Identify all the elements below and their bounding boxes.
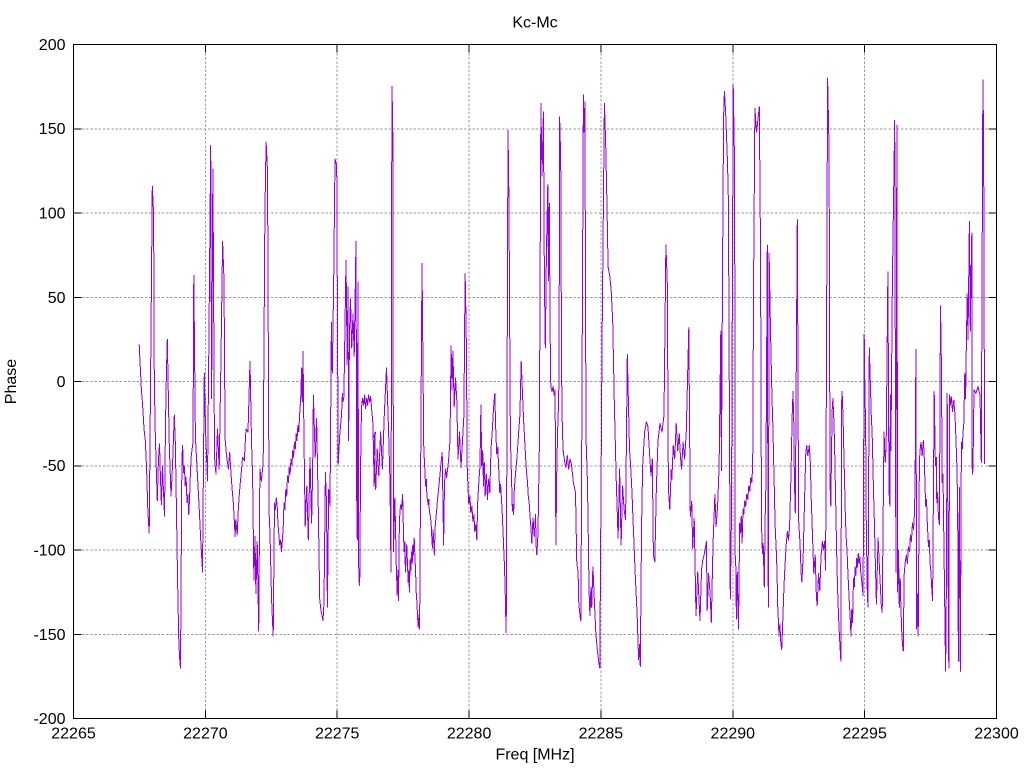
svg-text:22275: 22275 <box>315 726 360 743</box>
svg-text:100: 100 <box>39 206 66 223</box>
svg-text:Phase: Phase <box>3 359 20 404</box>
svg-text:Kc-Mc: Kc-Mc <box>512 14 557 31</box>
svg-text:22295: 22295 <box>842 726 887 743</box>
svg-text:-150: -150 <box>33 627 65 644</box>
svg-text:22270: 22270 <box>183 726 228 743</box>
svg-text:22300: 22300 <box>974 726 1019 743</box>
svg-text:Freq [MHz]: Freq [MHz] <box>495 747 574 764</box>
svg-text:150: 150 <box>39 121 66 138</box>
svg-text:50: 50 <box>48 290 66 307</box>
svg-text:-100: -100 <box>33 543 65 560</box>
svg-text:-200: -200 <box>33 711 65 728</box>
svg-text:-50: -50 <box>42 458 65 475</box>
svg-text:22280: 22280 <box>447 726 492 743</box>
svg-text:22285: 22285 <box>579 726 624 743</box>
svg-text:22290: 22290 <box>711 726 756 743</box>
svg-text:0: 0 <box>57 374 66 391</box>
svg-text:22265: 22265 <box>51 726 96 743</box>
svg-text:200: 200 <box>39 37 66 54</box>
